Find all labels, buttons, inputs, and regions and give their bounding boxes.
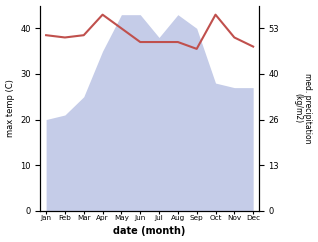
- X-axis label: date (month): date (month): [114, 227, 186, 236]
- Y-axis label: max temp (C): max temp (C): [5, 79, 15, 137]
- Y-axis label: med. precipitation
(kg/m2): med. precipitation (kg/m2): [293, 73, 313, 144]
